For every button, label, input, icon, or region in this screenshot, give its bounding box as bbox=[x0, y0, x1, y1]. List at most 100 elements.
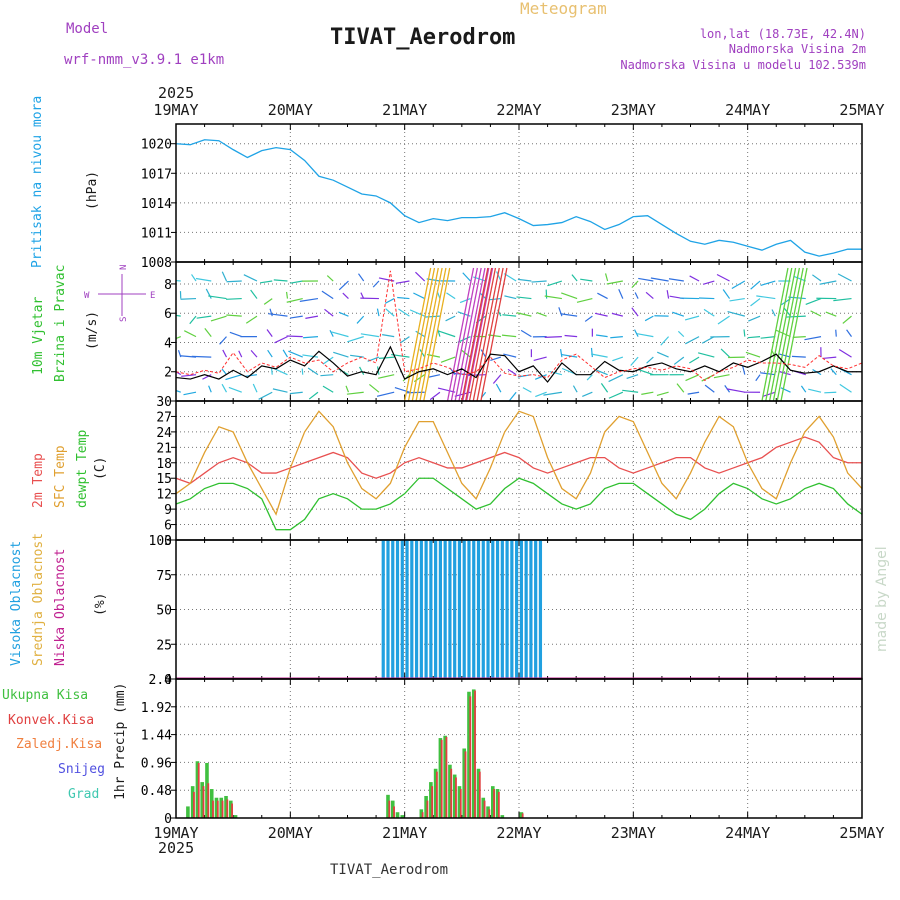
bottom-date-label: 23MAY bbox=[611, 824, 656, 842]
wind-arrow bbox=[462, 272, 471, 282]
wind-arrow bbox=[208, 295, 227, 300]
precip-total-bar bbox=[228, 800, 233, 818]
temp-sfc-line bbox=[175, 410, 863, 516]
wind-arrow bbox=[544, 336, 562, 338]
compass-s: S bbox=[119, 317, 129, 322]
wind-arrow bbox=[409, 309, 425, 317]
cloud-high-bar bbox=[515, 540, 519, 679]
wind-arrow bbox=[716, 273, 730, 282]
precip-conv-bar bbox=[464, 751, 467, 818]
wind-arrow bbox=[210, 315, 227, 322]
top-date-label: 25MAY bbox=[839, 101, 884, 119]
wind-arrow bbox=[626, 374, 639, 379]
wind-arrow bbox=[208, 385, 212, 393]
cloud-high-bar bbox=[524, 540, 528, 679]
temp-label-1: 2m Temp bbox=[31, 453, 46, 508]
y-tick-label: 1008 bbox=[141, 256, 172, 271]
wind-arrow bbox=[345, 385, 350, 393]
wind-arrow bbox=[839, 383, 852, 393]
wind-arrow bbox=[490, 356, 502, 362]
wind-arrow bbox=[608, 391, 624, 399]
wind-arrow bbox=[346, 391, 364, 395]
wind-arrow bbox=[645, 291, 654, 300]
wind-arrow bbox=[503, 353, 517, 358]
precip-label-snow: Snijeg bbox=[58, 762, 105, 777]
wind-arrow bbox=[761, 267, 789, 401]
wind-arrow bbox=[684, 315, 700, 321]
wind-arrow bbox=[226, 297, 242, 300]
precip-conv-bar bbox=[521, 813, 524, 818]
precip-total-bar bbox=[424, 795, 428, 818]
precip-total-bar bbox=[205, 762, 209, 818]
precip-conv-bar bbox=[431, 786, 434, 818]
cloud-high-bar bbox=[534, 540, 538, 679]
precip-total-bar bbox=[448, 764, 452, 818]
wind-arrow bbox=[765, 267, 793, 401]
wind-arrow bbox=[846, 329, 853, 337]
cloud-high-bar bbox=[529, 540, 533, 679]
station-title: TIVAT_Aerodrom bbox=[330, 25, 515, 50]
wind-arrow bbox=[413, 292, 425, 300]
precip-label-total: Ukupna Kisa bbox=[2, 688, 88, 703]
wind-arrow bbox=[476, 267, 504, 401]
wind-arrow bbox=[507, 368, 517, 376]
wind-arrow bbox=[594, 312, 608, 317]
cloud-high-bar bbox=[453, 540, 457, 679]
wind-arrow bbox=[176, 371, 182, 376]
precip-conv-bar bbox=[231, 803, 233, 818]
wind-arrow bbox=[731, 280, 746, 289]
wind-arrow bbox=[561, 313, 578, 317]
wind-arrow bbox=[741, 365, 746, 375]
wind-label-1: 10m Vjetar bbox=[31, 297, 46, 375]
precip-total-bar bbox=[462, 748, 467, 818]
precip-total-bar bbox=[195, 761, 200, 818]
cloud-high-bar bbox=[381, 540, 385, 679]
wind-arrow bbox=[196, 315, 212, 319]
y-tick-label: 30 bbox=[156, 395, 172, 410]
wind-arrow bbox=[743, 329, 746, 337]
wind-arrow bbox=[321, 290, 334, 300]
precip-total-bar bbox=[219, 797, 224, 818]
wind-arrow bbox=[517, 278, 532, 282]
wind-arrow bbox=[270, 367, 273, 375]
wind-arrow bbox=[750, 280, 761, 290]
wind-arrow bbox=[378, 356, 395, 360]
wind-arrow bbox=[501, 334, 517, 338]
wind-arrow bbox=[561, 292, 578, 300]
precip-total-bar bbox=[390, 800, 395, 818]
y-tick-label: 4 bbox=[164, 336, 172, 351]
wind-arrow bbox=[564, 334, 578, 338]
wind-arrow bbox=[342, 292, 349, 300]
y-tick-label: 12 bbox=[156, 488, 172, 503]
top-date-label: 23MAY bbox=[611, 101, 656, 119]
wind-arrow bbox=[822, 356, 837, 360]
wind-arrow bbox=[727, 310, 745, 317]
wind-arrow bbox=[226, 314, 242, 317]
wind-arrow bbox=[825, 311, 837, 317]
compass-e: E bbox=[150, 291, 155, 301]
wind-arrow bbox=[631, 307, 639, 317]
cloud-label-low: Niska Oblacnost bbox=[53, 549, 68, 666]
wind-arrow bbox=[636, 333, 654, 338]
precip-total-bar bbox=[200, 782, 205, 818]
wind-arrow bbox=[458, 267, 486, 401]
wind-arrow bbox=[689, 275, 700, 282]
wind-arrow bbox=[597, 292, 608, 300]
y-tick-label: 1020 bbox=[141, 138, 172, 153]
wind-arrow bbox=[221, 383, 228, 393]
wind-arrow bbox=[267, 349, 273, 358]
wind-arrow bbox=[176, 279, 181, 282]
wind-arrow bbox=[768, 267, 797, 401]
wind-arrow bbox=[703, 308, 715, 317]
bottom-year: 2025 bbox=[158, 839, 194, 857]
cloud-high-bar bbox=[510, 540, 514, 679]
wind-arrow bbox=[666, 290, 670, 299]
cloud-unit: (%) bbox=[93, 593, 108, 616]
wind-arrow bbox=[468, 267, 497, 401]
compass-w: W bbox=[84, 291, 90, 301]
y-tick-label: 21 bbox=[156, 441, 172, 456]
wind-arrow bbox=[633, 329, 639, 337]
wind-arrow bbox=[536, 311, 547, 317]
y-tick-label: 24 bbox=[156, 426, 172, 441]
pressure-line bbox=[175, 139, 862, 257]
